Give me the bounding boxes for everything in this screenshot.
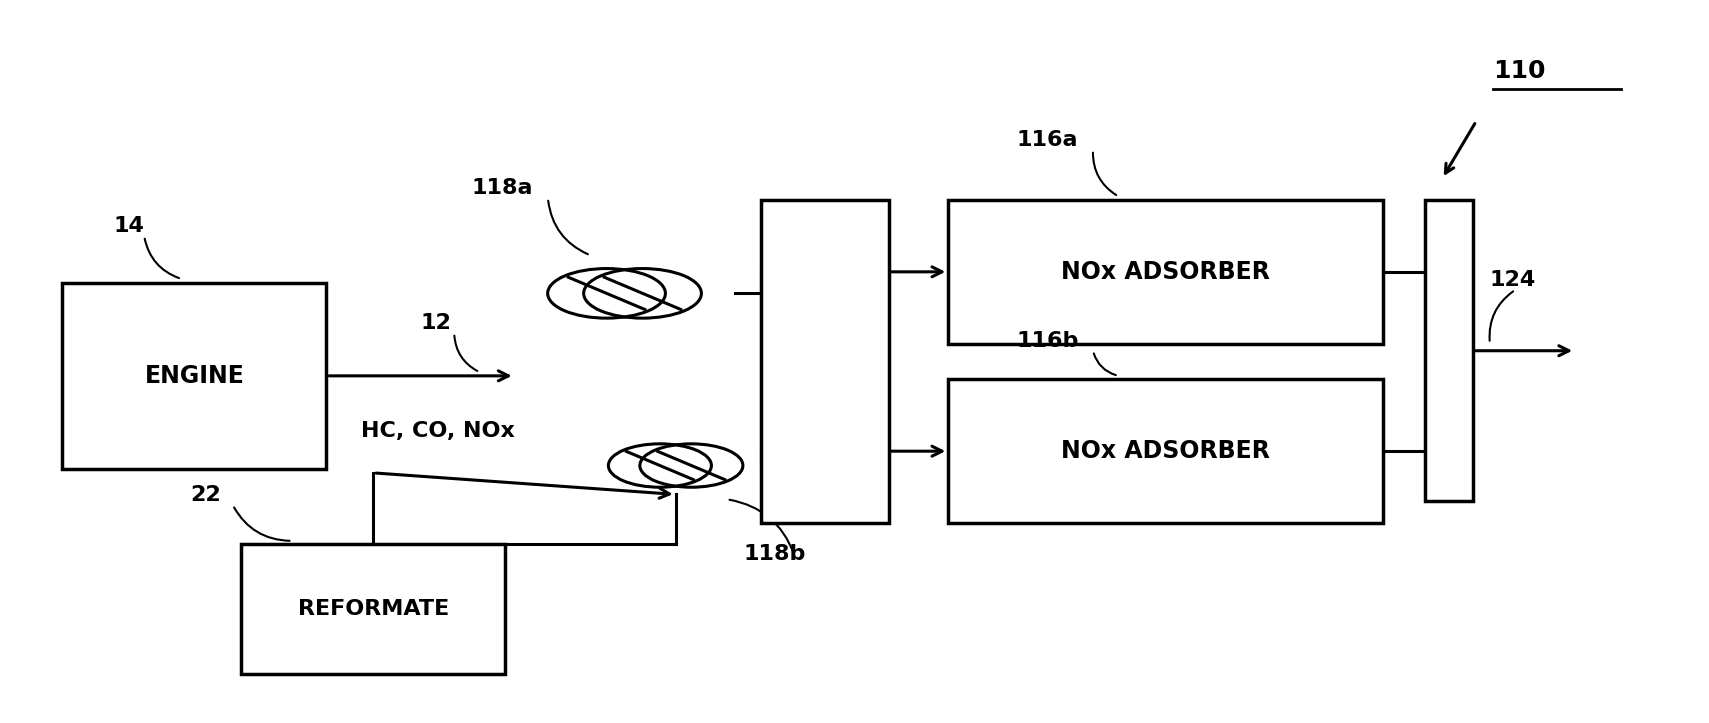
Text: 12: 12 <box>420 313 451 333</box>
FancyBboxPatch shape <box>948 200 1383 343</box>
Text: 110: 110 <box>1494 59 1547 83</box>
Text: REFORMATE: REFORMATE <box>297 599 449 619</box>
FancyBboxPatch shape <box>63 283 326 469</box>
Text: NOx ADSORBER: NOx ADSORBER <box>1061 439 1270 463</box>
Text: NOx ADSORBER: NOx ADSORBER <box>1061 260 1270 284</box>
FancyBboxPatch shape <box>241 544 506 674</box>
Text: 14: 14 <box>113 216 144 236</box>
Text: ENGINE: ENGINE <box>145 364 244 388</box>
Text: 118a: 118a <box>472 179 533 198</box>
Text: 116a: 116a <box>1017 130 1078 150</box>
Text: 118b: 118b <box>743 544 807 564</box>
Text: 116b: 116b <box>1017 331 1078 351</box>
Text: 22: 22 <box>190 485 220 505</box>
FancyBboxPatch shape <box>948 380 1383 523</box>
Text: 124: 124 <box>1490 270 1536 290</box>
FancyBboxPatch shape <box>1425 200 1473 502</box>
FancyBboxPatch shape <box>761 200 889 523</box>
Text: HC, CO, NOx: HC, CO, NOx <box>361 421 514 441</box>
